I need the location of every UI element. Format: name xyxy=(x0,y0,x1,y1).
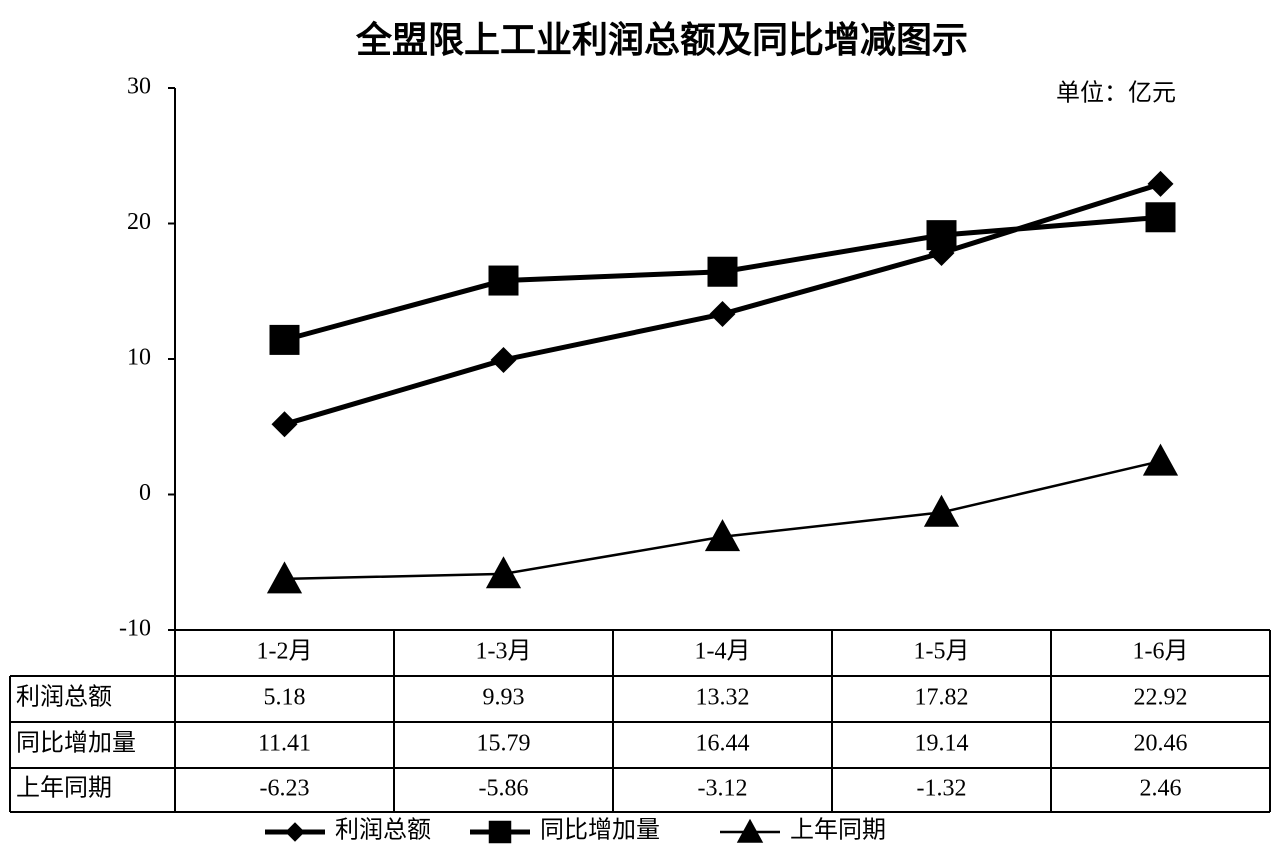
table-cell: 9.93 xyxy=(483,685,525,711)
marker xyxy=(271,411,298,438)
marker xyxy=(926,220,957,251)
y-tick-label: 20 xyxy=(127,209,151,235)
y-tick-label: 30 xyxy=(127,74,151,100)
x-tick-label: 1-5月 xyxy=(914,639,970,665)
marker xyxy=(266,561,303,594)
table-cell: 22.92 xyxy=(1134,685,1188,711)
marker xyxy=(485,556,522,589)
x-tick-label: 1-6月 xyxy=(1133,639,1189,665)
marker xyxy=(923,494,960,527)
chart-title: 全盟限上工业利润总额及同比增减图示 xyxy=(355,19,968,61)
table-row-label: 同比增加量 xyxy=(16,730,136,757)
x-tick-label: 1-3月 xyxy=(476,639,532,665)
table-cell: 15.79 xyxy=(477,731,531,757)
table-cell: 20.46 xyxy=(1134,731,1188,757)
marker xyxy=(1145,202,1176,233)
marker xyxy=(488,265,519,296)
table-cell: 11.41 xyxy=(258,731,311,757)
table-cell: 17.82 xyxy=(915,685,969,711)
marker xyxy=(709,301,736,328)
table-cell: 16.44 xyxy=(696,731,750,757)
legend-label: 同比增加量 xyxy=(540,817,660,844)
marker xyxy=(269,324,300,355)
table-cell: 19.14 xyxy=(915,731,969,757)
table-cell: -1.32 xyxy=(917,776,967,802)
y-tick-label: -10 xyxy=(119,616,151,642)
legend-label: 利润总额 xyxy=(335,817,431,844)
y-tick-label: 0 xyxy=(139,480,151,506)
marker xyxy=(704,519,741,552)
legend-marker xyxy=(488,820,512,844)
table-cell: -5.86 xyxy=(479,776,529,802)
legend-marker xyxy=(736,818,764,843)
y-tick-label: 10 xyxy=(127,345,151,371)
marker xyxy=(1142,443,1179,476)
marker xyxy=(1147,170,1174,197)
table-cell: 13.32 xyxy=(696,685,750,711)
legend-marker xyxy=(285,822,305,842)
x-tick-label: 1-2月 xyxy=(257,639,313,665)
table-cell: -3.12 xyxy=(698,776,748,802)
unit-label: 单位：亿元 xyxy=(1056,80,1176,107)
table-row-label: 上年同期 xyxy=(16,775,112,802)
marker xyxy=(707,256,738,287)
table-cell: 2.46 xyxy=(1140,776,1182,802)
table-cell: -6.23 xyxy=(260,776,310,802)
table-row-label: 利润总额 xyxy=(16,684,112,711)
marker xyxy=(490,346,517,373)
table-cell: 5.18 xyxy=(264,685,306,711)
legend-label: 上年同期 xyxy=(790,817,886,844)
x-tick-label: 1-4月 xyxy=(695,639,751,665)
